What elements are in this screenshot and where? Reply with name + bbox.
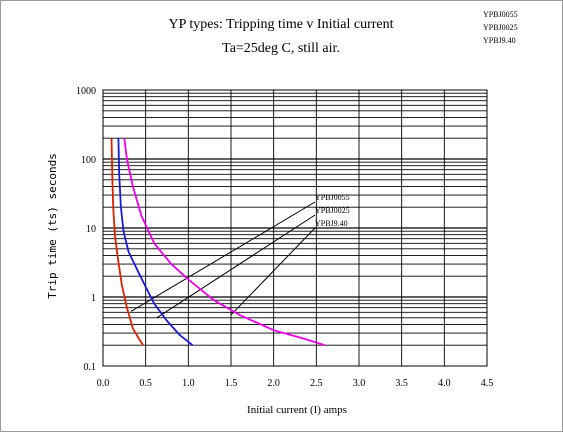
x-tick-label: 2.0	[267, 378, 280, 389]
corner-legend-item: YPBJ0055	[483, 10, 518, 19]
y-tick-label: 1000	[76, 86, 96, 97]
x-axis-label: Initial current (I) amps	[247, 404, 347, 416]
x-tick-label: 0.0	[97, 378, 110, 389]
y-tick-label: 10	[86, 224, 96, 235]
y-axis-label: Trip time (ts) seconds	[46, 153, 59, 299]
y-tick-labels: 0.1 1 10 100 1000	[76, 86, 96, 373]
callout-label: YPBJ0025	[315, 206, 350, 215]
x-tick-label: 1.5	[225, 378, 238, 389]
callout-leader	[157, 215, 315, 318]
chart-subtitle: Ta=25deg C, still air.	[222, 41, 340, 56]
x-tick-label: 1.0	[182, 378, 195, 389]
callout-label: YPBJ9.40	[315, 219, 348, 228]
corner-legend-item: YPBJ9.40	[483, 36, 516, 45]
x-tick-label: 4.5	[481, 378, 494, 389]
chart-title: YP types: Tripping time v Initial curren…	[168, 17, 393, 32]
x-tick-label: 0.5	[139, 378, 152, 389]
corner-legend: YPBJ0055 YPBJ0025 YPBJ9.40	[483, 10, 518, 45]
y-tick-label: 1	[91, 293, 96, 304]
corner-legend-item: YPBJ0025	[483, 23, 518, 32]
x-tick-label: 3.5	[395, 378, 408, 389]
x-tick-label: 3.0	[353, 378, 366, 389]
callout-label: YPBJ0055	[315, 193, 350, 202]
x-tick-label: 4.0	[438, 378, 451, 389]
x-tick-label: 2.5	[310, 378, 323, 389]
y-tick-label: 100	[81, 155, 96, 166]
y-tick-label: 0.1	[84, 362, 97, 373]
x-tick-labels: 0.0 0.5 1.0 1.5 2.0 2.5 3.0 3.5 4.0 4.5	[97, 378, 494, 389]
callout-leader	[231, 228, 315, 315]
